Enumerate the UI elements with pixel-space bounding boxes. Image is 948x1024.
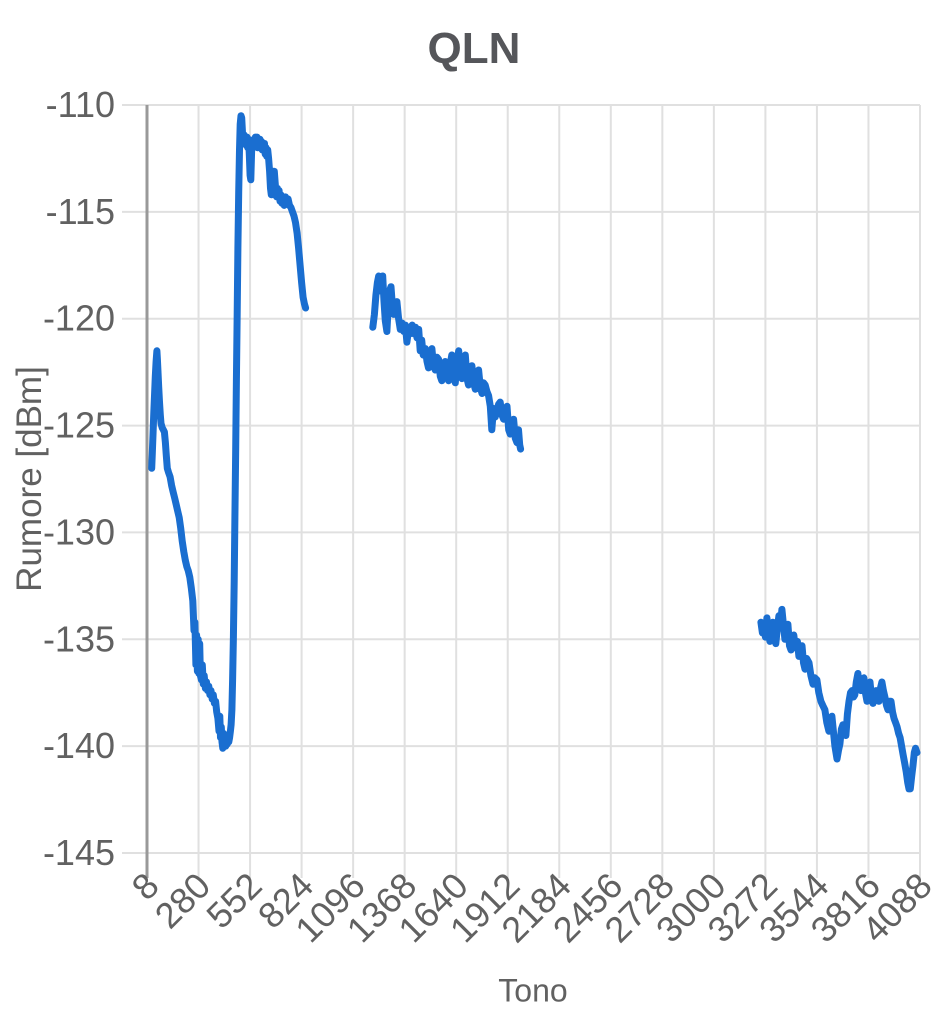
- y-tick-label: -115: [46, 191, 115, 232]
- y-tick-label: -125: [43, 405, 115, 446]
- chart-title: QLN: [427, 24, 521, 73]
- y-tick-label: -130: [43, 511, 115, 552]
- y-tick-label: -120: [43, 298, 115, 339]
- qln-series-line: [757, 605, 921, 793]
- y-tick-label: -145: [43, 832, 115, 873]
- y-tick-label: -110: [46, 84, 115, 125]
- y-tick-label: -140: [43, 725, 115, 766]
- qln-series-line: [369, 272, 525, 453]
- y-tick-label: -135: [43, 618, 115, 659]
- x-axis-title: Tono: [498, 972, 568, 1009]
- qln-series-line: [148, 112, 310, 752]
